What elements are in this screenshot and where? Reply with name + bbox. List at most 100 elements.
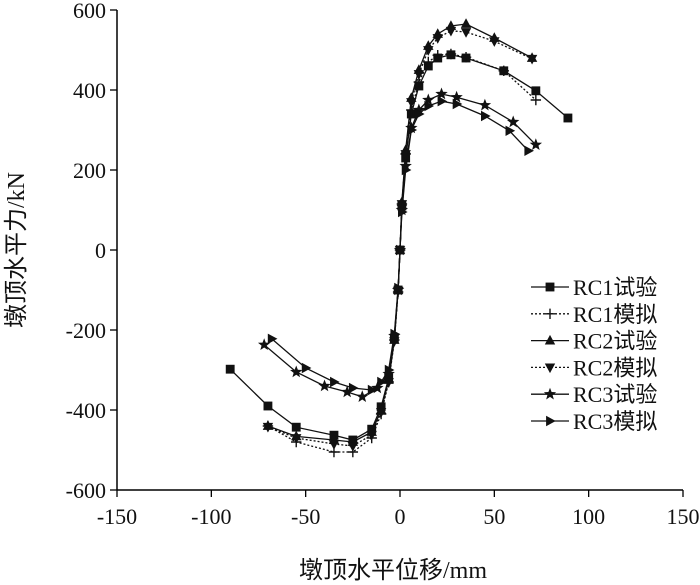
triangle-right-marker: [267, 333, 278, 344]
legend-label: RC1试验: [573, 275, 657, 300]
star-marker: [543, 387, 557, 400]
legend-label: RC2模拟: [573, 355, 657, 380]
triangle-right-marker: [401, 164, 412, 176]
star-marker: [290, 365, 303, 378]
triangle-down-marker: [445, 26, 457, 37]
triangle-down-marker: [423, 46, 434, 56]
square-marker: [563, 113, 573, 123]
triangle-right-marker: [367, 384, 378, 396]
legend-label: RC2试验: [573, 329, 657, 354]
triangle-down-marker: [544, 363, 556, 374]
star-marker: [382, 367, 395, 380]
triangle-down-marker: [291, 434, 302, 444]
y-tick-label: 0: [95, 238, 106, 263]
series-layer: [225, 18, 573, 458]
plus-marker: [423, 56, 434, 68]
triangle-down-marker: [328, 440, 340, 450]
legend-item: RC2试验: [531, 329, 657, 354]
triangle-right-marker: [394, 282, 404, 294]
x-tick-label: -150: [97, 504, 137, 529]
star-marker: [422, 93, 435, 106]
x-tick-label: 150: [667, 504, 700, 529]
triangle-down-marker: [366, 430, 377, 441]
plus-marker: [432, 50, 443, 61]
triangle-right-marker: [396, 244, 406, 256]
square-marker: [225, 364, 235, 374]
triangle-down-marker: [375, 408, 387, 418]
y-tick-label: 200: [73, 158, 106, 183]
legend-item: RC1试验: [531, 275, 657, 300]
triangle-right-marker: [330, 376, 340, 388]
triangle-right-marker: [397, 206, 408, 218]
triangle-right-marker: [546, 415, 556, 427]
y-tick-label: 400: [73, 78, 106, 103]
y-tick-label: -600: [66, 478, 106, 503]
triangle-down-marker: [432, 34, 443, 44]
triangle-down-marker: [262, 422, 274, 433]
triangle-right-marker: [414, 108, 425, 120]
axes: -150 -100 -50 0 50 100 150 -600 -400 -200 0 200 400 6…: [66, 0, 700, 529]
triangle-down-marker: [526, 54, 538, 65]
star-marker: [356, 390, 369, 403]
series-6: [267, 96, 535, 396]
star-marker: [371, 381, 384, 394]
plus-marker: [445, 48, 457, 60]
y-tick-label: -400: [66, 398, 106, 423]
triangle-right-marker: [481, 110, 491, 122]
star-marker: [435, 87, 448, 100]
triangle-down-marker: [489, 37, 500, 47]
legend-label: RC1模拟: [573, 302, 657, 327]
legend-label: RC3模拟: [573, 409, 657, 434]
x-axis-title: 墩顶水平位移/mm: [299, 557, 487, 584]
x-tick-label: 100: [572, 504, 605, 529]
triangle-up-marker: [460, 18, 472, 28]
square-marker: [291, 422, 301, 432]
triangle-down-marker: [413, 70, 425, 80]
y-axis-title: 墩顶水平力/kN: [3, 172, 30, 328]
plus-marker: [544, 308, 556, 319]
triangle-right-marker: [377, 376, 387, 388]
x-tick-label: -100: [191, 504, 231, 529]
y-tick-label: 600: [73, 0, 106, 23]
star-marker: [450, 90, 463, 103]
legend-item: RC3模拟: [531, 409, 657, 434]
square-marker: [545, 282, 555, 292]
star-marker: [412, 103, 426, 116]
x-tick-label: 50: [483, 504, 505, 529]
star-marker: [478, 98, 492, 111]
triangle-down-marker: [383, 378, 394, 388]
x-tick-label: 0: [395, 504, 406, 529]
star-marker: [318, 379, 331, 392]
triangle-right-marker: [390, 328, 401, 340]
plus-marker: [530, 94, 542, 106]
plus-marker: [460, 52, 472, 63]
plus-marker: [498, 65, 509, 76]
triangle-right-marker: [452, 98, 463, 110]
triangle-up-marker: [544, 334, 556, 345]
square-marker: [531, 86, 541, 96]
y-tick-label: -200: [66, 318, 106, 343]
x-tick-label: -50: [291, 504, 320, 529]
legend-item: RC2模拟: [531, 355, 657, 380]
legend-item: RC1模拟: [531, 302, 657, 327]
triangle-right-marker: [505, 125, 516, 136]
triangle-right-marker: [384, 364, 395, 376]
triangle-right-marker: [437, 96, 448, 107]
triangle-down-marker: [460, 28, 472, 38]
triangle-right-marker: [524, 145, 535, 156]
triangle-right-marker: [407, 124, 418, 136]
triangle-right-marker: [301, 362, 312, 374]
star-marker: [340, 385, 354, 398]
triangle-down-marker: [406, 98, 417, 108]
triangle-right-marker: [348, 382, 359, 394]
triangle-right-marker: [424, 100, 435, 112]
triangle-down-marker: [347, 442, 359, 452]
star-marker: [529, 138, 543, 151]
legend-item: RC3试验: [531, 382, 657, 407]
star-marker: [507, 115, 520, 128]
square-marker: [263, 401, 273, 411]
star-marker: [257, 338, 271, 351]
legend-label: RC3试验: [573, 382, 657, 407]
